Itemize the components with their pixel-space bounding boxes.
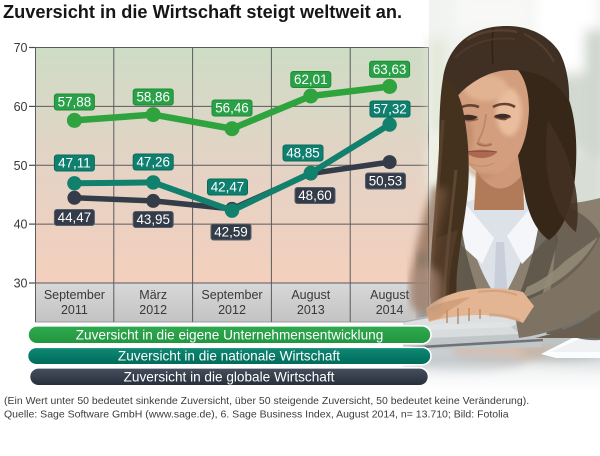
svg-text:(Ein Wert unter 50 bedeutet si: (Ein Wert unter 50 bedeutet sinkende Zuv…: [4, 395, 529, 407]
svg-text:63,63: 63,63: [373, 62, 407, 77]
svg-text:62,01: 62,01: [294, 72, 328, 87]
svg-text:50,53: 50,53: [369, 174, 403, 189]
svg-text:2012: 2012: [139, 303, 167, 317]
svg-text:48,60: 48,60: [298, 188, 332, 203]
svg-text:57,88: 57,88: [58, 95, 92, 110]
svg-text:Zuversicht in die Wirtschaft s: Zuversicht in die Wirtschaft steigt welt…: [3, 2, 402, 22]
svg-text:56,46: 56,46: [215, 101, 249, 116]
svg-text:2013: 2013: [297, 303, 325, 317]
svg-text:2014: 2014: [376, 303, 404, 317]
svg-text:2012: 2012: [218, 303, 246, 317]
svg-text:60: 60: [14, 100, 28, 114]
svg-text:44,47: 44,47: [58, 210, 92, 225]
svg-text:März: März: [139, 288, 167, 302]
svg-text:43,95: 43,95: [136, 212, 170, 227]
svg-text:30: 30: [14, 277, 28, 291]
svg-text:2011: 2011: [61, 303, 88, 317]
svg-text:September: September: [201, 288, 262, 302]
svg-text:September: September: [44, 288, 105, 302]
svg-text:42,59: 42,59: [214, 225, 248, 240]
svg-text:57,32: 57,32: [373, 102, 407, 117]
svg-text:58,86: 58,86: [136, 90, 170, 105]
svg-text:Zuversicht in die globale Wirt: Zuversicht in die globale Wirtschaft: [124, 369, 335, 384]
svg-text:Zuversicht in die nationale Wi: Zuversicht in die nationale Wirtschaft: [118, 349, 340, 364]
svg-text:Zuversicht in die eigene Unter: Zuversicht in die eigene Unternehmensent…: [76, 327, 384, 342]
svg-text:40: 40: [14, 218, 28, 232]
svg-text:August: August: [370, 288, 409, 302]
svg-text:Quelle: Sage Software GmbH (ww: Quelle: Sage Software GmbH (www.sage.de)…: [4, 409, 509, 421]
svg-text:70: 70: [14, 41, 28, 55]
svg-text:47,26: 47,26: [136, 155, 170, 170]
svg-text:August: August: [291, 288, 330, 302]
svg-text:42,47: 42,47: [211, 180, 245, 195]
svg-text:48,85: 48,85: [286, 146, 320, 161]
svg-text:47,11: 47,11: [58, 156, 91, 171]
svg-text:50: 50: [14, 159, 28, 173]
